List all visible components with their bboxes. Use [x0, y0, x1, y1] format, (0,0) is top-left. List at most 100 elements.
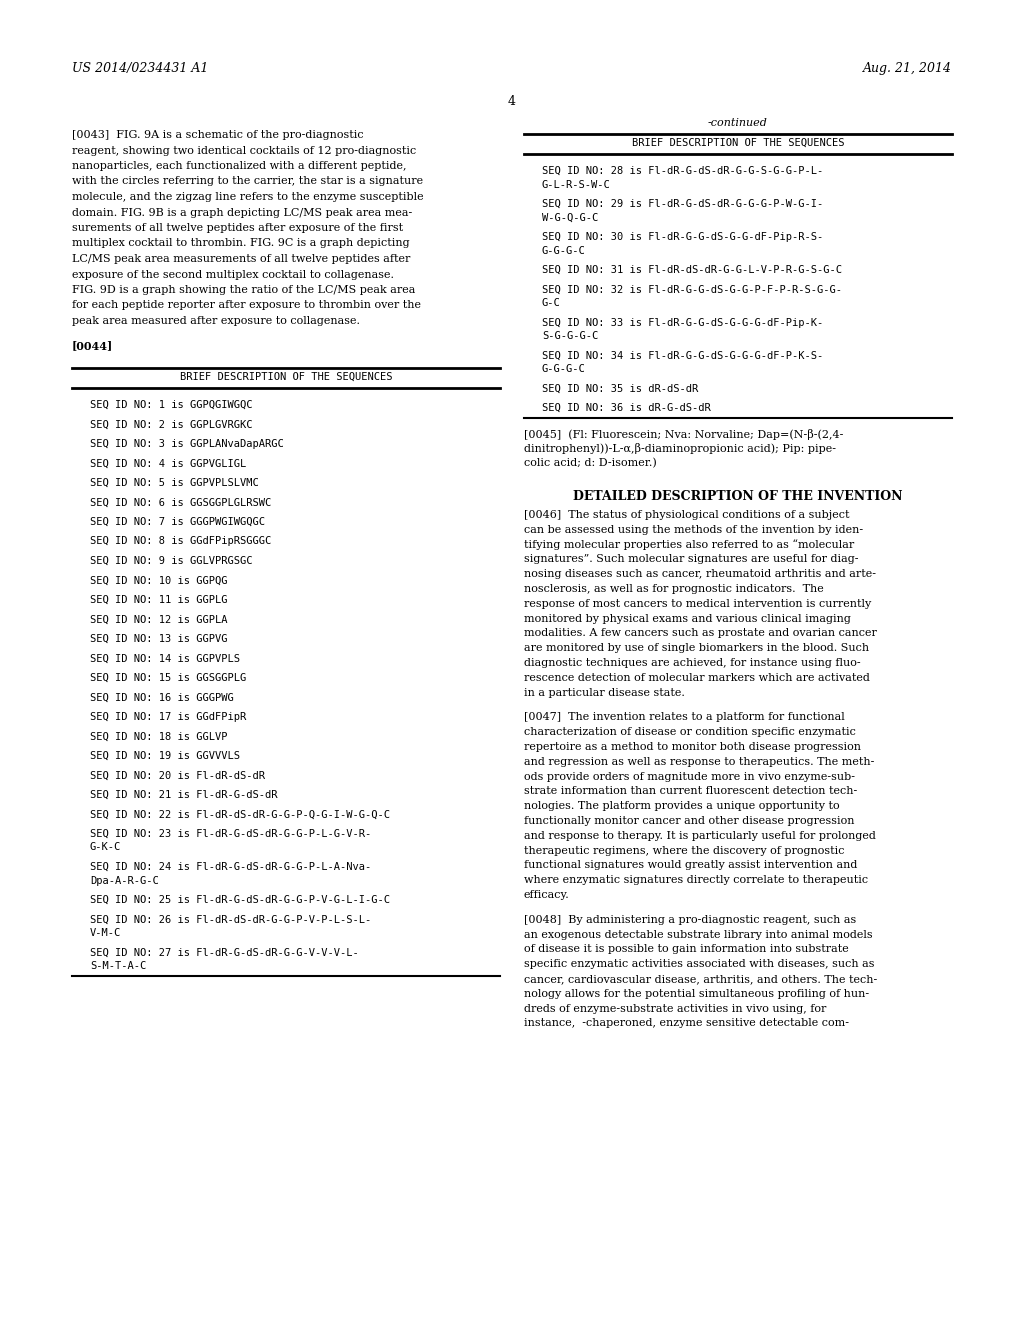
Text: SEQ ID NO: 16 is GGGPWG: SEQ ID NO: 16 is GGGPWG [90, 693, 233, 702]
Text: ods provide orders of magnitude more in vivo enzyme-sub-: ods provide orders of magnitude more in … [524, 772, 855, 781]
Text: nosing diseases such as cancer, rheumatoid arthritis and arte-: nosing diseases such as cancer, rheumato… [524, 569, 876, 579]
Text: W-G-Q-G-C: W-G-Q-G-C [542, 213, 598, 223]
Text: US 2014/0234431 A1: US 2014/0234431 A1 [72, 62, 208, 75]
Text: Aug. 21, 2014: Aug. 21, 2014 [863, 62, 952, 75]
Text: G-K-C: G-K-C [90, 842, 121, 853]
Text: S-G-G-G-C: S-G-G-G-C [542, 331, 598, 341]
Text: SEQ ID NO: 19 is GGVVVLS: SEQ ID NO: 19 is GGVVVLS [90, 751, 240, 762]
Text: [0048]  By administering a pro-diagnostic reagent, such as: [0048] By administering a pro-diagnostic… [524, 915, 856, 925]
Text: SEQ ID NO: 2 is GGPLGVRGKC: SEQ ID NO: 2 is GGPLGVRGKC [90, 420, 253, 429]
Text: V-M-C: V-M-C [90, 928, 121, 939]
Text: FIG. 9D is a graph showing the ratio of the LC/MS peak area: FIG. 9D is a graph showing the ratio of … [72, 285, 416, 294]
Text: SEQ ID NO: 32 is Fl-dR-G-G-dS-G-G-P-F-P-R-S-G-G-: SEQ ID NO: 32 is Fl-dR-G-G-dS-G-G-P-F-P-… [542, 285, 842, 294]
Text: -continued: -continued [708, 117, 768, 128]
Text: rescence detection of molecular markers which are activated: rescence detection of molecular markers … [524, 673, 869, 682]
Text: efficacy.: efficacy. [524, 890, 569, 900]
Text: domain. FIG. 9B is a graph depicting LC/MS peak area mea-: domain. FIG. 9B is a graph depicting LC/… [72, 207, 413, 218]
Text: peak area measured after exposure to collagenase.: peak area measured after exposure to col… [72, 315, 360, 326]
Text: SEQ ID NO: 7 is GGGPWGIWGQGC: SEQ ID NO: 7 is GGGPWGIWGQGC [90, 517, 265, 527]
Text: SEQ ID NO: 13 is GGPVG: SEQ ID NO: 13 is GGPVG [90, 634, 227, 644]
Text: modalities. A few cancers such as prostate and ovarian cancer: modalities. A few cancers such as prosta… [524, 628, 877, 639]
Text: SEQ ID NO: 34 is Fl-dR-G-G-dS-G-G-G-dF-P-K-S-: SEQ ID NO: 34 is Fl-dR-G-G-dS-G-G-G-dF-P… [542, 351, 823, 360]
Text: SEQ ID NO: 9 is GGLVPRGSGC: SEQ ID NO: 9 is GGLVPRGSGC [90, 556, 253, 566]
Text: SEQ ID NO: 27 is Fl-dR-G-dS-dR-G-G-V-V-V-L-: SEQ ID NO: 27 is Fl-dR-G-dS-dR-G-G-V-V-V… [90, 948, 358, 957]
Text: strate information than current fluorescent detection tech-: strate information than current fluoresc… [524, 787, 857, 796]
Text: molecule, and the zigzag line refers to the enzyme susceptible: molecule, and the zigzag line refers to … [72, 191, 424, 202]
Text: SEQ ID NO: 6 is GGSGGPLGLRSWC: SEQ ID NO: 6 is GGSGGPLGLRSWC [90, 498, 271, 507]
Text: SEQ ID NO: 17 is GGdFPipR: SEQ ID NO: 17 is GGdFPipR [90, 711, 246, 722]
Text: SEQ ID NO: 22 is Fl-dR-dS-dR-G-G-P-Q-G-I-W-G-Q-C: SEQ ID NO: 22 is Fl-dR-dS-dR-G-G-P-Q-G-I… [90, 809, 390, 820]
Text: SEQ ID NO: 15 is GGSGGPLG: SEQ ID NO: 15 is GGSGGPLG [90, 673, 246, 682]
Text: colic acid; d: D-isomer.): colic acid; d: D-isomer.) [524, 458, 656, 467]
Text: nosclerosis, as well as for prognostic indicators.  The: nosclerosis, as well as for prognostic i… [524, 583, 823, 594]
Text: SEQ ID NO: 24 is Fl-dR-G-dS-dR-G-G-P-L-A-Nva-: SEQ ID NO: 24 is Fl-dR-G-dS-dR-G-G-P-L-A… [90, 862, 372, 873]
Text: G-C: G-C [542, 298, 561, 308]
Text: SEQ ID NO: 31 is Fl-dR-dS-dR-G-G-L-V-P-R-G-S-G-C: SEQ ID NO: 31 is Fl-dR-dS-dR-G-G-L-V-P-R… [542, 265, 842, 275]
Text: SEQ ID NO: 20 is Fl-dR-dS-dR: SEQ ID NO: 20 is Fl-dR-dS-dR [90, 771, 265, 780]
Text: G-G-G-C: G-G-G-C [542, 364, 586, 374]
Text: [0045]  (Fl: Fluorescein; Nva: Norvaline; Dap=(N-β-(2,4-: [0045] (Fl: Fluorescein; Nva: Norvaline;… [524, 429, 844, 440]
Text: where enzymatic signatures directly correlate to therapeutic: where enzymatic signatures directly corr… [524, 875, 868, 886]
Text: SEQ ID NO: 26 is Fl-dR-dS-dR-G-G-P-V-P-L-S-L-: SEQ ID NO: 26 is Fl-dR-dS-dR-G-G-P-V-P-L… [90, 915, 372, 924]
Text: exposure of the second multiplex cocktail to collagenase.: exposure of the second multiplex cocktai… [72, 269, 394, 280]
Text: SEQ ID NO: 4 is GGPVGLIGL: SEQ ID NO: 4 is GGPVGLIGL [90, 458, 246, 469]
Text: SEQ ID NO: 5 is GGPVPLSLVMC: SEQ ID NO: 5 is GGPVPLSLVMC [90, 478, 259, 488]
Text: nology allows for the potential simultaneous profiling of hun-: nology allows for the potential simultan… [524, 989, 869, 999]
Text: SEQ ID NO: 11 is GGPLG: SEQ ID NO: 11 is GGPLG [90, 595, 227, 605]
Text: [0046]  The status of physiological conditions of a subject: [0046] The status of physiological condi… [524, 510, 850, 520]
Text: Dpa-A-R-G-C: Dpa-A-R-G-C [90, 875, 159, 886]
Text: G-L-R-S-W-C: G-L-R-S-W-C [542, 180, 610, 190]
Text: diagnostic techniques are achieved, for instance using fluo-: diagnostic techniques are achieved, for … [524, 657, 860, 668]
Text: SEQ ID NO: 8 is GGdFPipRSGGGC: SEQ ID NO: 8 is GGdFPipRSGGGC [90, 536, 271, 546]
Text: and response to therapy. It is particularly useful for prolonged: and response to therapy. It is particula… [524, 830, 876, 841]
Text: characterization of disease or condition specific enzymatic: characterization of disease or condition… [524, 727, 856, 737]
Text: dreds of enzyme-substrate activities in vivo using, for: dreds of enzyme-substrate activities in … [524, 1003, 826, 1014]
Text: S-M-T-A-C: S-M-T-A-C [90, 961, 146, 972]
Text: G-G-G-C: G-G-G-C [542, 246, 586, 256]
Text: tifying molecular properties also referred to as “molecular: tifying molecular properties also referr… [524, 540, 854, 550]
Text: in a particular disease state.: in a particular disease state. [524, 688, 685, 697]
Text: with the circles referring to the carrier, the star is a signature: with the circles referring to the carrie… [72, 177, 423, 186]
Text: SEQ ID NO: 23 is Fl-dR-G-dS-dR-G-G-P-L-G-V-R-: SEQ ID NO: 23 is Fl-dR-G-dS-dR-G-G-P-L-G… [90, 829, 372, 840]
Text: reagent, showing two identical cocktails of 12 pro-diagnostic: reagent, showing two identical cocktails… [72, 145, 416, 156]
Text: response of most cancers to medical intervention is currently: response of most cancers to medical inte… [524, 599, 871, 609]
Text: nanoparticles, each functionalized with a different peptide,: nanoparticles, each functionalized with … [72, 161, 407, 172]
Text: for each peptide reporter after exposure to thrombin over the: for each peptide reporter after exposure… [72, 301, 421, 310]
Text: SEQ ID NO: 28 is Fl-dR-G-dS-dR-G-G-S-G-G-P-L-: SEQ ID NO: 28 is Fl-dR-G-dS-dR-G-G-S-G-G… [542, 166, 823, 176]
Text: multiplex cocktail to thrombin. FIG. 9C is a graph depicting: multiplex cocktail to thrombin. FIG. 9C … [72, 239, 410, 248]
Text: functionally monitor cancer and other disease progression: functionally monitor cancer and other di… [524, 816, 854, 826]
Text: 4: 4 [508, 95, 516, 108]
Text: DETAILED DESCRIPTION OF THE INVENTION: DETAILED DESCRIPTION OF THE INVENTION [573, 490, 903, 503]
Text: signatures”. Such molecular signatures are useful for diag-: signatures”. Such molecular signatures a… [524, 554, 858, 565]
Text: specific enzymatic activities associated with diseases, such as: specific enzymatic activities associated… [524, 960, 874, 969]
Text: SEQ ID NO: 33 is Fl-dR-G-G-dS-G-G-G-dF-Pip-K-: SEQ ID NO: 33 is Fl-dR-G-G-dS-G-G-G-dF-P… [542, 318, 823, 327]
Text: [0044]: [0044] [72, 341, 114, 351]
Text: SEQ ID NO: 35 is dR-dS-dR: SEQ ID NO: 35 is dR-dS-dR [542, 384, 698, 393]
Text: [0047]  The invention relates to a platform for functional: [0047] The invention relates to a platfo… [524, 713, 845, 722]
Text: of disease it is possible to gain information into substrate: of disease it is possible to gain inform… [524, 944, 849, 954]
Text: repertoire as a method to monitor both disease progression: repertoire as a method to monitor both d… [524, 742, 861, 752]
Text: SEQ ID NO: 30 is Fl-dR-G-G-dS-G-G-dF-Pip-R-S-: SEQ ID NO: 30 is Fl-dR-G-G-dS-G-G-dF-Pip… [542, 232, 823, 242]
Text: SEQ ID NO: 1 is GGPQGIWGQC: SEQ ID NO: 1 is GGPQGIWGQC [90, 400, 253, 411]
Text: surements of all twelve peptides after exposure of the first: surements of all twelve peptides after e… [72, 223, 403, 234]
Text: SEQ ID NO: 25 is Fl-dR-G-dS-dR-G-G-P-V-G-L-I-G-C: SEQ ID NO: 25 is Fl-dR-G-dS-dR-G-G-P-V-G… [90, 895, 390, 906]
Text: BRIEF DESCRIPTION OF THE SEQUENCES: BRIEF DESCRIPTION OF THE SEQUENCES [180, 372, 392, 381]
Text: functional signatures would greatly assist intervention and: functional signatures would greatly assi… [524, 861, 857, 870]
Text: SEQ ID NO: 21 is Fl-dR-G-dS-dR: SEQ ID NO: 21 is Fl-dR-G-dS-dR [90, 789, 278, 800]
Text: are monitored by use of single biomarkers in the blood. Such: are monitored by use of single biomarker… [524, 643, 869, 653]
Text: SEQ ID NO: 12 is GGPLA: SEQ ID NO: 12 is GGPLA [90, 615, 227, 624]
Text: SEQ ID NO: 18 is GGLVP: SEQ ID NO: 18 is GGLVP [90, 731, 227, 742]
Text: therapeutic regimens, where the discovery of prognostic: therapeutic regimens, where the discover… [524, 846, 845, 855]
Text: BRIEF DESCRIPTION OF THE SEQUENCES: BRIEF DESCRIPTION OF THE SEQUENCES [632, 139, 844, 148]
Text: dinitrophenyl))-L-α,β-diaminopropionic acid); Pip: pipe-: dinitrophenyl))-L-α,β-diaminopropionic a… [524, 444, 836, 454]
Text: nologies. The platform provides a unique opportunity to: nologies. The platform provides a unique… [524, 801, 840, 812]
Text: an exogenous detectable substrate library into animal models: an exogenous detectable substrate librar… [524, 929, 872, 940]
Text: cancer, cardiovascular disease, arthritis, and others. The tech-: cancer, cardiovascular disease, arthriti… [524, 974, 878, 983]
Text: SEQ ID NO: 36 is dR-G-dS-dR: SEQ ID NO: 36 is dR-G-dS-dR [542, 403, 711, 413]
Text: SEQ ID NO: 29 is Fl-dR-G-dS-dR-G-G-G-P-W-G-I-: SEQ ID NO: 29 is Fl-dR-G-dS-dR-G-G-G-P-W… [542, 199, 823, 209]
Text: LC/MS peak area measurements of all twelve peptides after: LC/MS peak area measurements of all twel… [72, 253, 411, 264]
Text: SEQ ID NO: 3 is GGPLANvaDapARGC: SEQ ID NO: 3 is GGPLANvaDapARGC [90, 440, 284, 449]
Text: and regression as well as response to therapeutics. The meth-: and regression as well as response to th… [524, 756, 874, 767]
Text: can be assessed using the methods of the invention by iden-: can be assessed using the methods of the… [524, 525, 863, 535]
Text: SEQ ID NO: 14 is GGPVPLS: SEQ ID NO: 14 is GGPVPLS [90, 653, 240, 664]
